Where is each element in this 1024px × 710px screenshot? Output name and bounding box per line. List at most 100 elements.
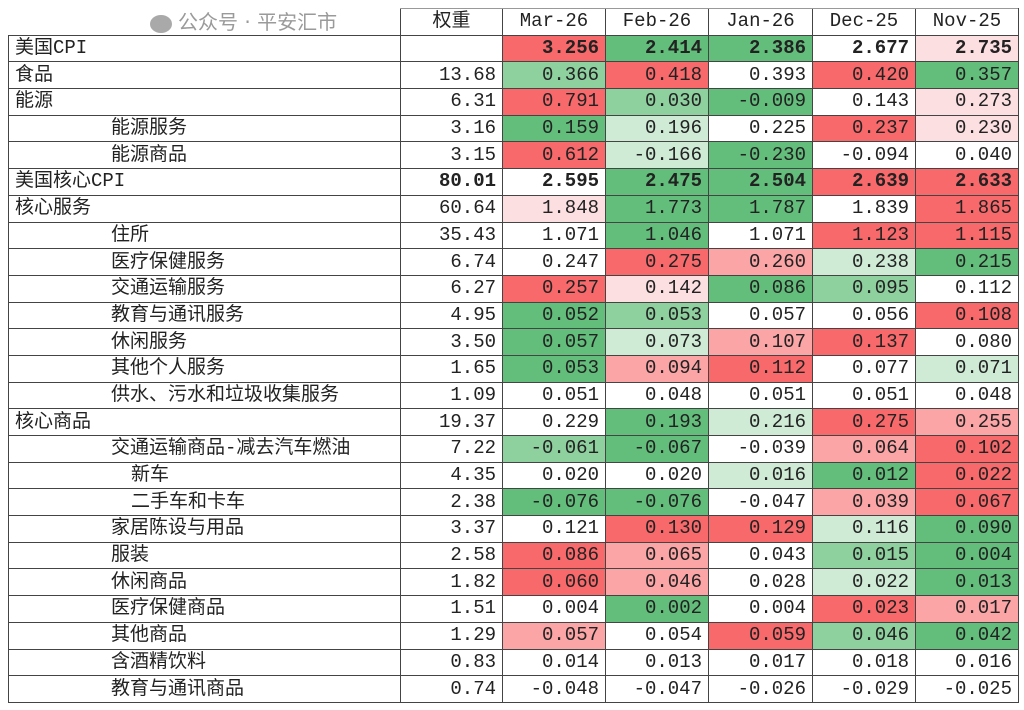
value-cell: 0.102 [915,435,1019,463]
value-cell: 2.504 [708,168,813,196]
value-cell: -0.026 [708,675,813,703]
header-label-cell [8,8,401,36]
weight-cell: 3.15 [400,141,503,170]
row-label: 医疗保健服务 [8,248,401,276]
table-row: 家居陈设与用品 3.37 0.121 0.130 0.129 0.116 0.090 [8,515,1019,543]
value-cell: 0.418 [605,61,709,90]
value-cell: 1.046 [605,222,709,250]
value-cell: -0.076 [605,488,709,517]
value-cell: 0.016 [708,462,813,490]
row-label: 食品 [8,61,401,90]
value-cell: 0.067 [915,488,1019,517]
row-label: 核心商品 [8,408,401,436]
weight-cell: 3.16 [400,115,503,143]
weight-cell: 80.01 [400,168,503,196]
row-label: 二手车和卡车 [8,488,401,517]
value-cell: 0.225 [708,115,813,143]
value-cell: 0.052 [502,302,606,330]
value-cell: 0.065 [605,542,709,570]
value-cell: 0.022 [812,568,916,597]
value-cell: 0.121 [502,515,606,543]
weight-cell: 1.51 [400,595,503,623]
weight-cell: 3.37 [400,515,503,543]
value-cell: 0.366 [502,61,606,90]
value-cell: 0.022 [915,462,1019,490]
value-cell: 0.014 [502,649,606,677]
value-cell: 0.108 [915,302,1019,330]
value-cell: 0.018 [812,649,916,677]
row-label: 能源服务 [8,115,401,143]
value-cell: 0.030 [605,88,709,116]
value-cell: 0.059 [708,622,813,650]
value-cell: 0.159 [502,115,606,143]
value-cell: 0.057 [502,328,606,356]
value-cell: 0.013 [915,568,1019,597]
value-cell: 0.237 [812,115,916,143]
value-cell: 1.115 [915,222,1019,250]
value-cell: 0.020 [502,462,606,490]
table-row: 教育与通讯商品 0.74 -0.048 -0.047 -0.026 -0.029 -0.02… [8,675,1019,703]
row-label: 新车 [8,462,401,490]
weight-cell: 3.50 [400,328,503,356]
table-row: 交通运输服务 6.27 0.257 0.142 0.086 0.095 0.112 [8,275,1019,303]
value-cell: 0.012 [812,462,916,490]
value-cell: -0.048 [502,675,606,703]
row-label: 教育与通讯服务 [8,302,401,330]
value-cell: 0.060 [502,568,606,597]
weight-cell: 4.35 [400,462,503,490]
table-row: 美国核心CPI 80.01 2.595 2.475 2.504 2.639 2.633 [8,168,1019,196]
value-cell: 0.393 [708,61,813,90]
value-cell: 0.004 [502,595,606,623]
weight-cell: 0.74 [400,675,503,703]
value-cell: 0.017 [708,649,813,677]
weight-cell: 1.09 [400,382,503,410]
header-weight: 权重 [400,8,503,36]
table-row: 交通运输商品-减去汽车燃油 7.22 -0.061 -0.067 -0.039 0.064… [8,435,1019,463]
header-month: Dec-25 [812,8,916,36]
value-cell: 2.595 [502,168,606,196]
value-cell: -0.009 [708,88,813,116]
value-cell: -0.061 [502,435,606,463]
row-label: 休闲商品 [8,568,401,597]
weight-cell: 2.58 [400,542,503,570]
value-cell: 0.229 [502,408,606,436]
weight-cell: 60.64 [400,195,503,223]
row-label: 交通运输服务 [8,275,401,303]
weight-cell: 1.65 [400,355,503,383]
table-row: 医疗保健商品 1.51 0.004 0.002 0.004 0.023 0.017 [8,595,1019,623]
weight-cell [400,35,503,63]
value-cell: 0.215 [915,248,1019,276]
table-row: 能源商品 3.15 0.612 -0.166 -0.230 -0.094 0.040 [8,141,1019,170]
value-cell: 0.196 [605,115,709,143]
table-row: 其他个人服务 1.65 0.053 0.094 0.112 0.077 0.071 [8,355,1019,383]
value-cell: 1.071 [708,222,813,250]
value-cell: 0.051 [812,382,916,410]
value-cell: 0.046 [812,622,916,650]
value-cell: 0.080 [915,328,1019,356]
value-cell: 2.633 [915,168,1019,196]
row-label: 休闲服务 [8,328,401,356]
value-cell: 0.247 [502,248,606,276]
table-row: 休闲商品 1.82 0.060 0.046 0.028 0.022 0.013 [8,568,1019,597]
value-cell: 1.123 [812,222,916,250]
value-cell: 0.073 [605,328,709,356]
weight-cell: 6.31 [400,88,503,116]
value-cell: 1.071 [502,222,606,250]
value-cell: 0.107 [708,328,813,356]
value-cell: 0.357 [915,61,1019,90]
value-cell: 0.017 [915,595,1019,623]
table-row: 能源服务 3.16 0.159 0.196 0.225 0.237 0.230 [8,115,1019,143]
value-cell: 0.004 [708,595,813,623]
value-cell: 1.787 [708,195,813,223]
value-cell: 0.116 [812,515,916,543]
value-cell: 0.230 [915,115,1019,143]
table-row: 核心服务 60.64 1.848 1.773 1.787 1.839 1.865 [8,195,1019,223]
value-cell: -0.025 [915,675,1019,703]
header-row: 权重 Mar-26 Feb-26 Jan-26 Dec-25 Nov-25 [8,8,1019,36]
weight-cell: 1.82 [400,568,503,597]
value-cell: 0.086 [708,275,813,303]
value-cell: -0.039 [708,435,813,463]
weight-cell: 19.37 [400,408,503,436]
value-cell: 0.129 [708,515,813,543]
row-label: 美国核心CPI [8,168,401,196]
